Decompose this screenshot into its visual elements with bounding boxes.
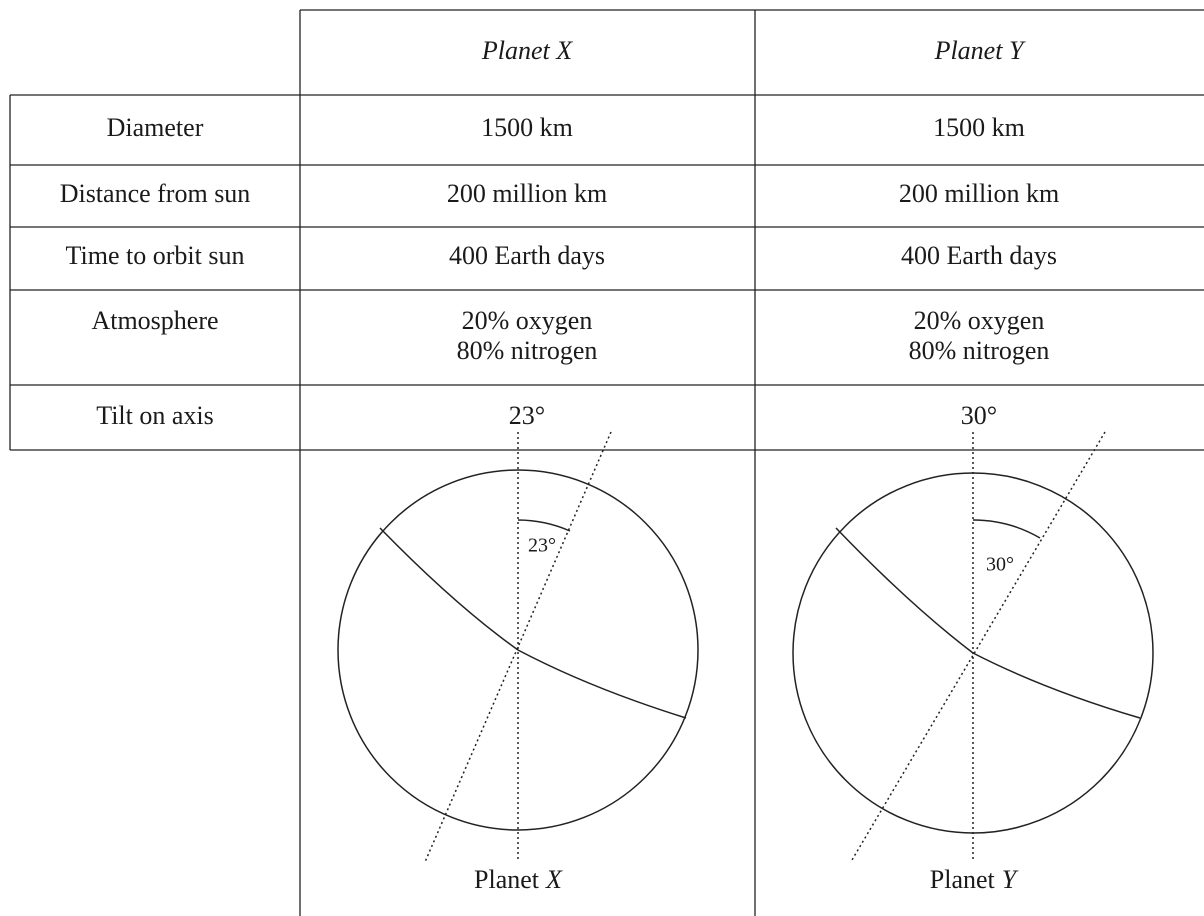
cell-text: 400 Earth days	[901, 241, 1057, 270]
cell-text: 1500 km	[933, 113, 1025, 142]
caption-letter: X	[545, 865, 563, 894]
angle-label: 30°	[986, 554, 1014, 576]
row-label: Distance from sun	[60, 179, 251, 208]
cell-text: 200 million km	[447, 179, 607, 208]
caption-letter: Y	[1002, 865, 1019, 894]
caption: Planet X	[474, 865, 563, 894]
angle-arc	[517, 519, 571, 532]
column-header: Planet Y	[934, 36, 1026, 65]
tilted-axis	[851, 431, 1106, 861]
cell-text: 400 Earth days	[449, 241, 605, 270]
row-label: Tilt on axis	[96, 401, 214, 430]
cell-text: 80% nitrogen	[909, 336, 1050, 365]
cell-text: 20% oxygen	[462, 306, 593, 335]
cell-text: 23°	[509, 401, 545, 430]
cell-text: 80% nitrogen	[457, 336, 598, 365]
caption: Planet Y	[930, 865, 1019, 894]
angle-label: 23°	[528, 535, 556, 557]
cell-text: 20% oxygen	[914, 306, 1045, 335]
cell-text: 200 million km	[899, 179, 1059, 208]
caption-word: Planet	[474, 865, 540, 894]
cell-text: 1500 km	[481, 113, 573, 142]
column-header: Planet X	[481, 36, 573, 65]
angle-arc	[972, 519, 1041, 539]
planet-outline	[337, 469, 699, 831]
tilted-axis	[424, 431, 612, 863]
caption-word: Planet	[930, 865, 996, 894]
equator	[835, 527, 1141, 719]
row-label: Time to orbit sun	[66, 241, 245, 270]
row-label: Diameter	[107, 113, 204, 142]
equator	[379, 527, 687, 719]
planet-x-diagram	[337, 431, 699, 863]
cell-text: 30°	[961, 401, 997, 430]
table-grid	[9, 9, 1204, 916]
planet-y-diagram	[792, 431, 1154, 862]
row-label: Atmosphere	[91, 306, 218, 335]
